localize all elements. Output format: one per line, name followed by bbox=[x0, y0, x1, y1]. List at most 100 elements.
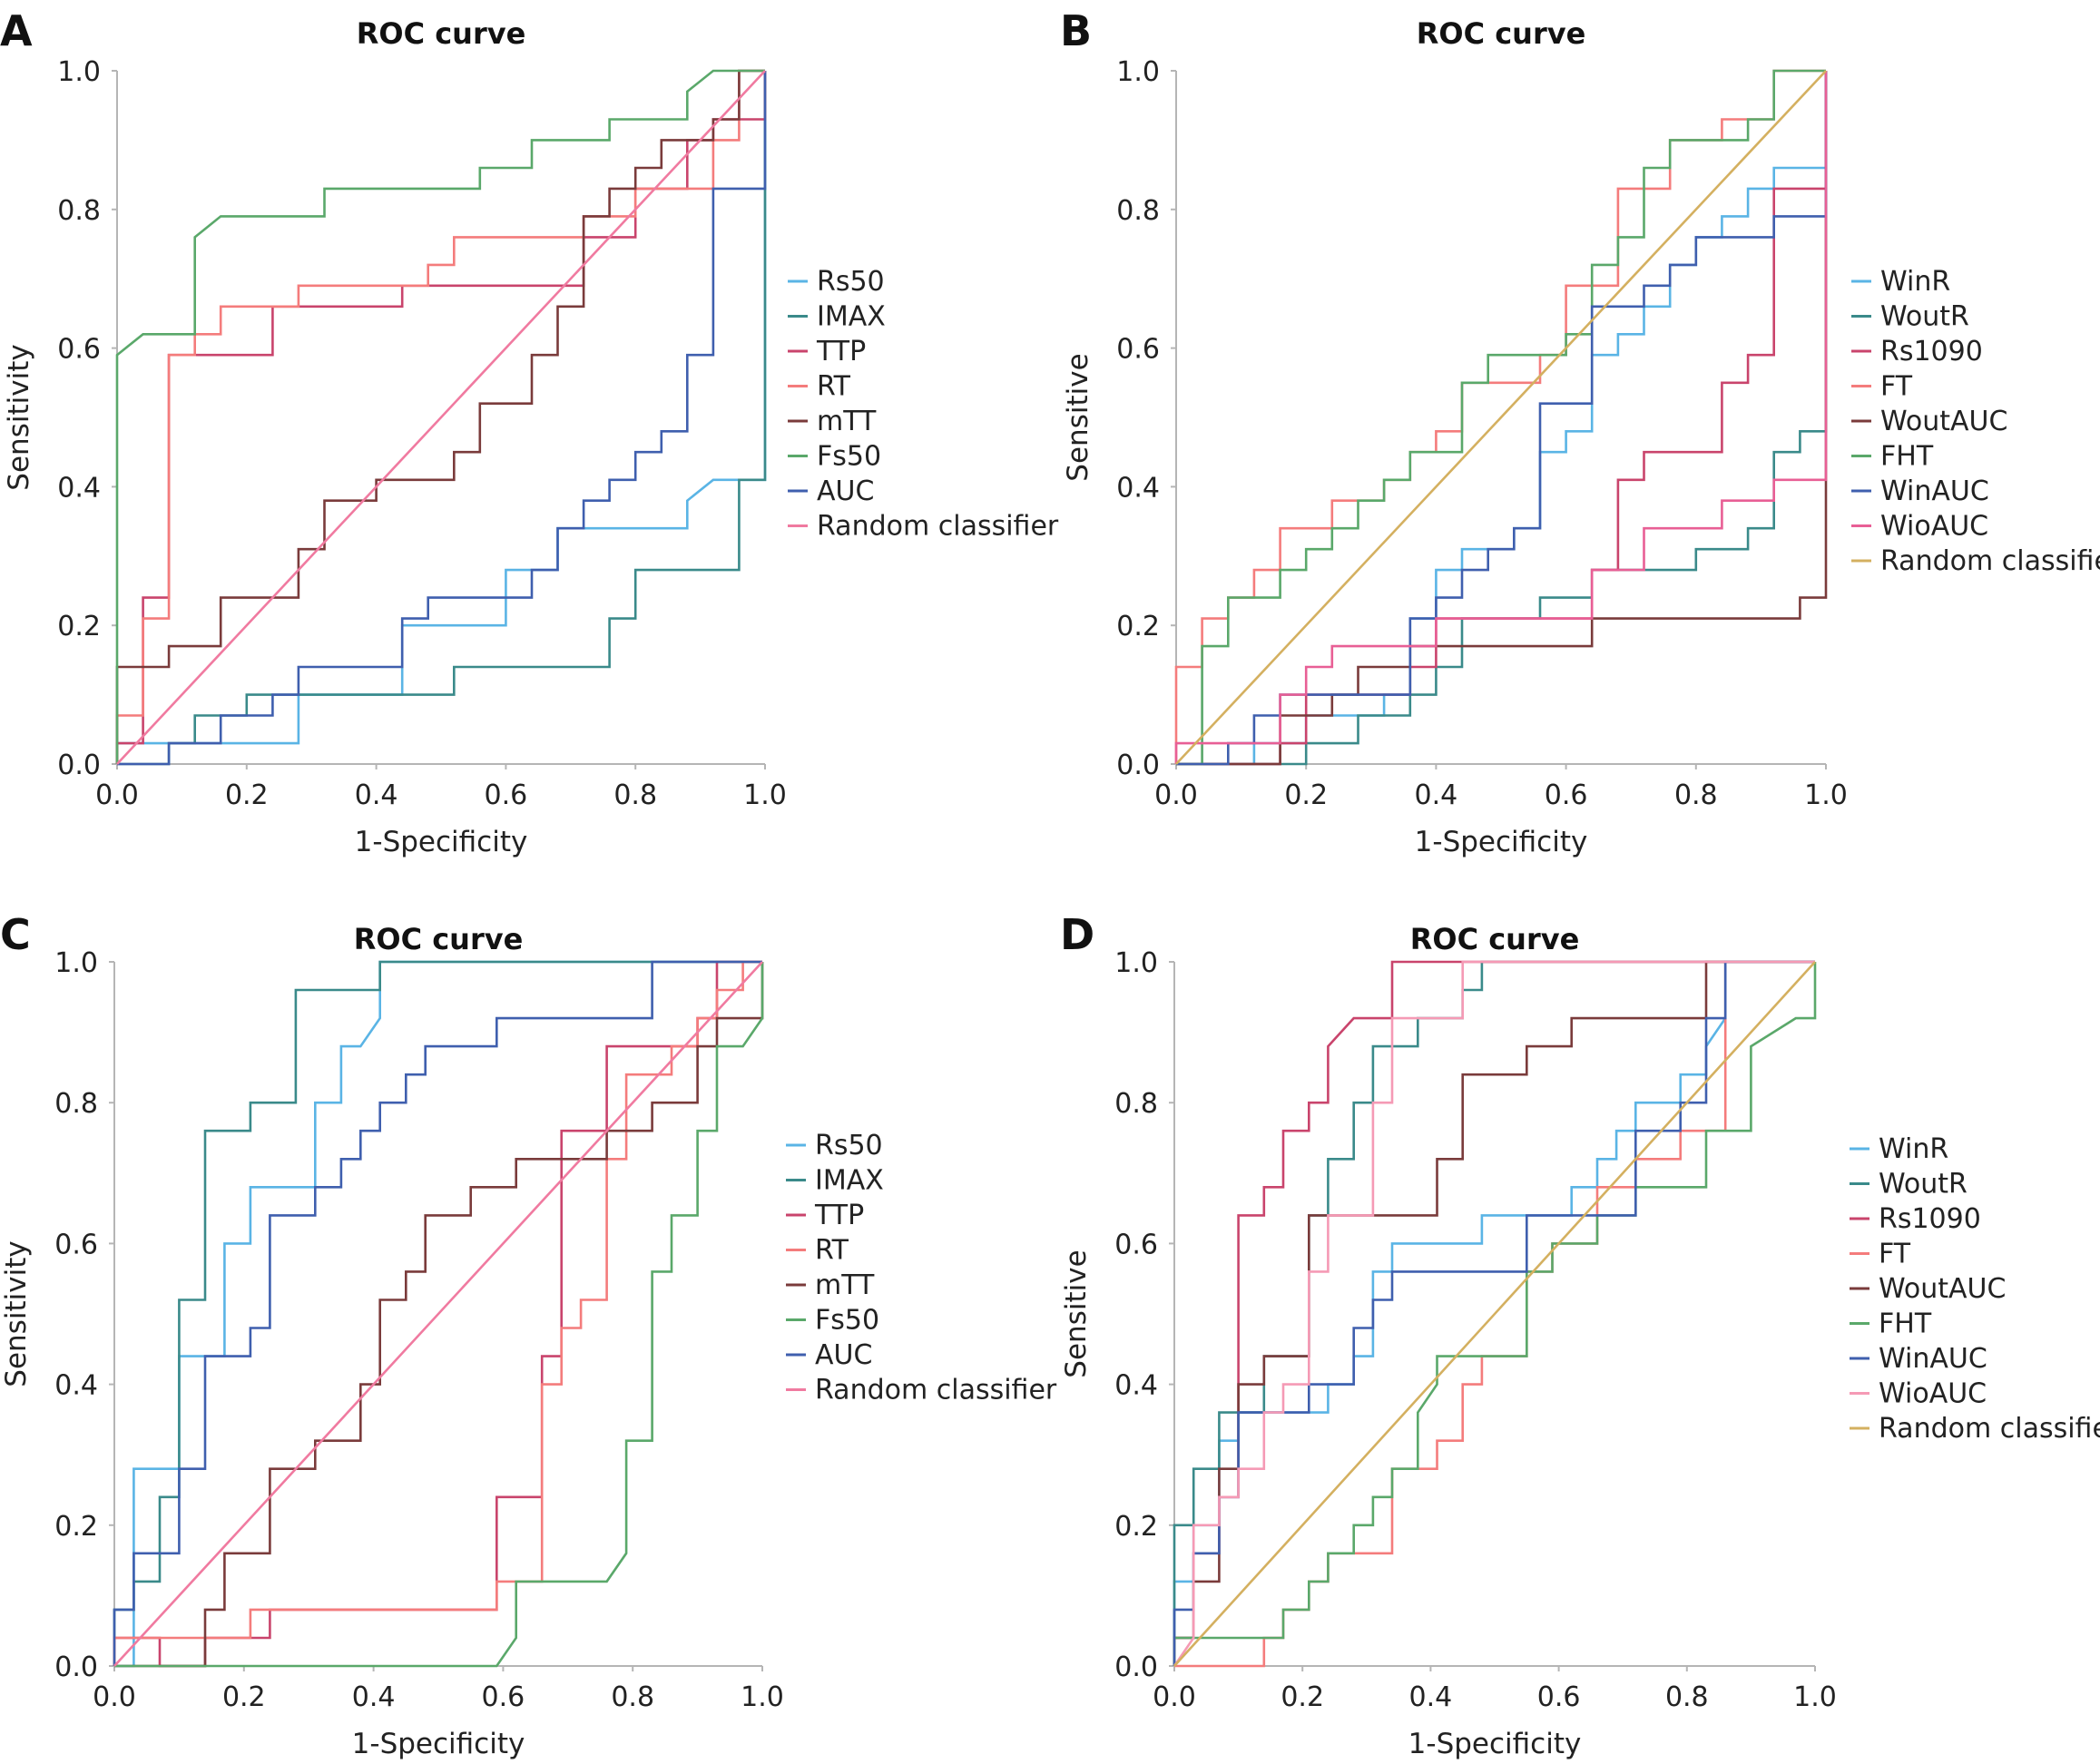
legend-label: AUC bbox=[815, 1339, 872, 1371]
legend-label: WoutAUC bbox=[1879, 1273, 2006, 1305]
panel-letter: D bbox=[1060, 910, 1094, 959]
legend-label: Random classifier bbox=[817, 511, 1059, 543]
chart-panel-a: A ROC curve 0.0 0.2 0.4 0.6 0.8 1.0 0.0 0.2 0.4 0.6… bbox=[0, 6, 1059, 858]
x-tick-label: 1.0 bbox=[1793, 1681, 1837, 1713]
x-tick-label: 0.8 bbox=[613, 779, 657, 811]
series-line-random-classifier bbox=[1173, 961, 1816, 1667]
legend-label: WinR bbox=[1880, 266, 1950, 298]
x-tick-label: 0.8 bbox=[1665, 1681, 1709, 1713]
x-tick-label: 0.2 bbox=[222, 1681, 266, 1713]
legend-label: WoutR bbox=[1880, 301, 1969, 333]
x-tick-label: 0.2 bbox=[1284, 779, 1328, 811]
x-tick-label: 0.0 bbox=[1154, 779, 1198, 811]
legend-label: WoutR bbox=[1879, 1169, 1968, 1200]
x-tick-label: 0.6 bbox=[1537, 1681, 1581, 1713]
legend-label: WinAUC bbox=[1879, 1343, 1987, 1375]
x-axis-label: 1-Specificity bbox=[1415, 826, 1588, 858]
series-line-fht bbox=[1173, 962, 1817, 1666]
series-line-woutr bbox=[1176, 71, 1828, 766]
x-tick-label: 0.2 bbox=[225, 779, 269, 811]
legend-label: WioAUC bbox=[1879, 1378, 1987, 1410]
series-line-woutauc bbox=[1173, 960, 1815, 1666]
y-tick-label: 0.4 bbox=[1114, 1370, 1158, 1402]
series-line-fs50 bbox=[115, 69, 765, 764]
x-tick-label: 0.0 bbox=[93, 1681, 136, 1713]
legend-label: IMAX bbox=[817, 301, 886, 333]
y-tick-label: 0.4 bbox=[54, 1370, 98, 1402]
chart-panel-b: B ROC curve 0.0 0.2 0.4 0.6 0.8 1.0 0.0 0.2 0.4 0.6… bbox=[1060, 6, 2100, 858]
series-line-rs50 bbox=[114, 960, 762, 1668]
legend-label: FHT bbox=[1880, 441, 1934, 473]
y-axis-label: Sensitive bbox=[1060, 1250, 1093, 1377]
x-tick-label: 0.2 bbox=[1281, 1681, 1324, 1713]
panel-letter: B bbox=[1060, 6, 1092, 55]
x-tick-label: 1.0 bbox=[743, 779, 787, 811]
x-tick-label: 0.6 bbox=[485, 779, 528, 811]
x-tick-label: 0.0 bbox=[1153, 1681, 1196, 1713]
y-tick-label: 0.2 bbox=[1114, 1511, 1158, 1543]
y-axis-label: Sensitivity bbox=[3, 344, 35, 490]
y-tick-label: 0.6 bbox=[1116, 334, 1160, 366]
legend-label: FHT bbox=[1879, 1308, 1932, 1340]
legend-label: Fs50 bbox=[817, 441, 881, 473]
chart-title: ROC curve bbox=[1417, 16, 1586, 51]
series-line-wioauc bbox=[1173, 960, 1815, 1667]
legend-label: Fs50 bbox=[815, 1305, 879, 1337]
y-tick-label: 1.0 bbox=[1114, 947, 1158, 979]
legend: WinRWoutRRs1090FTWoutAUCFHTWinAUCWioAUCR… bbox=[1850, 1133, 2100, 1445]
y-tick-label: 0.2 bbox=[1116, 611, 1160, 642]
y-tick-label: 1.0 bbox=[1116, 56, 1160, 88]
legend-label: RT bbox=[815, 1235, 849, 1267]
legend-label: WoutAUC bbox=[1880, 406, 2007, 437]
y-tick-label: 0.6 bbox=[1114, 1229, 1158, 1260]
y-tick-label: 0.6 bbox=[57, 334, 101, 366]
legend-label: WioAUC bbox=[1880, 511, 1988, 543]
y-tick-label: 0.6 bbox=[54, 1229, 98, 1260]
chart-title: ROC curve bbox=[354, 922, 524, 956]
legend-label: Random classifier bbox=[1879, 1413, 2100, 1445]
legend-label: Rs1090 bbox=[1880, 336, 1983, 368]
legend-label: Rs1090 bbox=[1879, 1203, 1981, 1235]
y-tick-label: 1.0 bbox=[54, 947, 98, 979]
panel-letter: A bbox=[0, 6, 33, 55]
chart-panel-c: C ROC curve 0.0 0.2 0.4 0.6 0.8 1.0 0.0 0.2 0.4 0.6… bbox=[0, 910, 1057, 1760]
legend-label: Random classifier bbox=[1880, 545, 2100, 577]
y-axis-label: Sensitivity bbox=[0, 1240, 33, 1387]
legend-label: mTT bbox=[817, 406, 877, 437]
series-line-mtt bbox=[114, 962, 764, 1668]
x-tick-label: 0.4 bbox=[1415, 779, 1458, 811]
legend-label: Rs50 bbox=[817, 266, 885, 298]
legend-label: FT bbox=[1880, 371, 1913, 403]
series-line-random-classifier bbox=[113, 961, 763, 1667]
chart-panel-d: D ROC curve 0.0 0.2 0.4 0.6 0.8 1.0 0.0 0.2 0.4 0.6… bbox=[1060, 910, 2100, 1760]
y-tick-label: 0.0 bbox=[57, 750, 101, 781]
y-tick-label: 0.8 bbox=[1114, 1088, 1158, 1120]
x-axis-label: 1-Specificity bbox=[355, 826, 528, 858]
panel-letter: C bbox=[0, 910, 31, 959]
x-tick-label: 0.4 bbox=[1409, 1681, 1453, 1713]
y-tick-label: 0.2 bbox=[57, 611, 101, 642]
legend-label: Rs50 bbox=[815, 1130, 883, 1161]
x-tick-label: 0.8 bbox=[1674, 779, 1718, 811]
y-tick-label: 0.8 bbox=[1116, 195, 1160, 227]
y-tick-label: 0.2 bbox=[54, 1511, 98, 1543]
series-line-wioauc bbox=[1174, 71, 1828, 764]
legend-label: TTP bbox=[816, 336, 866, 368]
x-axis-label: 1-Specificity bbox=[1408, 1728, 1582, 1760]
legend-label: TTP bbox=[814, 1200, 864, 1231]
x-tick-label: 0.0 bbox=[95, 779, 139, 811]
series-line-random-classifier bbox=[1175, 70, 1827, 765]
legend-label: Random classifier bbox=[815, 1375, 1057, 1406]
x-axis-label: 1-Specificity bbox=[352, 1728, 525, 1760]
x-tick-label: 0.6 bbox=[482, 1681, 525, 1713]
series-line-random-classifier bbox=[116, 70, 766, 765]
legend-label: WinAUC bbox=[1880, 475, 1989, 507]
x-tick-label: 1.0 bbox=[741, 1681, 784, 1713]
y-tick-label: 0.4 bbox=[57, 472, 101, 504]
y-tick-label: 0.0 bbox=[1116, 750, 1160, 781]
series-line-winauc bbox=[1173, 960, 1815, 1666]
